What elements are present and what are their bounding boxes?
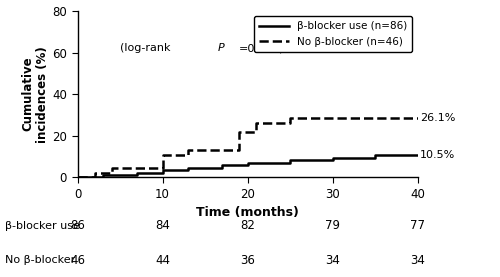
No β-blocker (n=46) (244, 130, 250, 134)
Text: β-blocker use: β-blocker use (5, 221, 80, 231)
No β-blocker (n=46) (185, 148, 191, 152)
Text: P: P (218, 43, 224, 53)
No β-blocker (n=46) (312, 117, 318, 120)
No β-blocker (n=46) (92, 171, 98, 175)
β-blocker use (n=86) (372, 154, 378, 157)
No β-blocker (n=46) (414, 117, 420, 120)
β-blocker use (n=86) (219, 163, 225, 167)
Text: No β-blocker: No β-blocker (5, 255, 75, 265)
β-blocker use (n=86) (168, 168, 174, 172)
β-blocker use (n=86) (414, 154, 420, 157)
β-blocker use (n=86) (160, 168, 166, 172)
β-blocker use (n=86) (262, 161, 268, 164)
X-axis label: Time (months): Time (months) (196, 206, 299, 219)
β-blocker use (n=86) (330, 156, 336, 160)
Legend: β-blocker use (n=86), No β-blocker (n=46): β-blocker use (n=86), No β-blocker (n=46… (254, 16, 412, 52)
β-blocker use (n=86) (100, 173, 106, 176)
β-blocker use (n=86) (244, 161, 250, 164)
β-blocker use (n=86) (287, 159, 293, 162)
No β-blocker (n=46) (287, 117, 293, 120)
Line: No β-blocker (n=46): No β-blocker (n=46) (78, 119, 417, 177)
No β-blocker (n=46) (330, 117, 336, 120)
Text: 34: 34 (325, 254, 340, 267)
Text: 46: 46 (70, 254, 85, 267)
β-blocker use (n=86) (185, 166, 191, 169)
Text: 36: 36 (240, 254, 255, 267)
Text: (log-rank: (log-rank (120, 43, 174, 53)
β-blocker use (n=86) (151, 171, 157, 174)
No β-blocker (n=46) (117, 167, 123, 170)
No β-blocker (n=46) (253, 121, 259, 125)
β-blocker use (n=86) (202, 166, 208, 169)
No β-blocker (n=46) (270, 121, 276, 125)
Text: =0.039): =0.039) (239, 43, 284, 53)
β-blocker use (n=86) (312, 159, 318, 162)
Text: 10.5%: 10.5% (420, 150, 456, 160)
β-blocker use (n=86) (117, 173, 123, 176)
No β-blocker (n=46) (219, 148, 225, 152)
Text: 44: 44 (155, 254, 170, 267)
β-blocker use (n=86) (236, 163, 242, 167)
Text: 34: 34 (410, 254, 425, 267)
No β-blocker (n=46) (372, 117, 378, 120)
β-blocker use (n=86) (134, 171, 140, 174)
No β-blocker (n=46) (83, 176, 89, 179)
Line: β-blocker use (n=86): β-blocker use (n=86) (78, 155, 417, 177)
β-blocker use (n=86) (389, 154, 395, 157)
β-blocker use (n=86) (346, 156, 352, 160)
Text: 79: 79 (325, 219, 340, 232)
Text: 77: 77 (410, 219, 425, 232)
No β-blocker (n=46) (126, 167, 132, 170)
No β-blocker (n=46) (236, 130, 242, 134)
β-blocker use (n=86) (74, 176, 80, 179)
Text: 84: 84 (155, 219, 170, 232)
Text: 82: 82 (240, 219, 255, 232)
No β-blocker (n=46) (142, 167, 148, 170)
No β-blocker (n=46) (168, 153, 174, 156)
Text: 86: 86 (70, 219, 85, 232)
Y-axis label: Cumulative
incidences (%): Cumulative incidences (%) (22, 46, 50, 143)
Text: 26.1%: 26.1% (420, 114, 456, 124)
No β-blocker (n=46) (108, 167, 114, 170)
β-blocker use (n=86) (92, 176, 98, 179)
No β-blocker (n=46) (74, 176, 80, 179)
No β-blocker (n=46) (160, 153, 166, 156)
No β-blocker (n=46) (202, 148, 208, 152)
No β-blocker (n=46) (100, 171, 106, 175)
